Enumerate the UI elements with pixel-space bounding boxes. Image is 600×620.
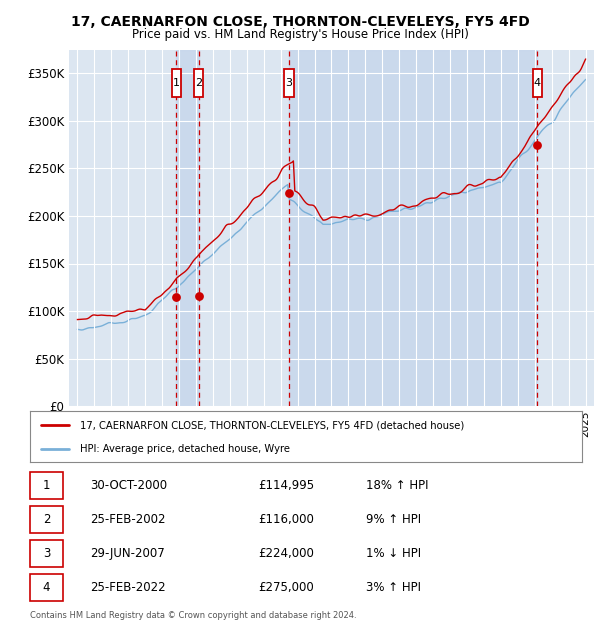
Text: 2: 2 xyxy=(195,78,202,88)
Text: 18% ↑ HPI: 18% ↑ HPI xyxy=(366,479,428,492)
Point xyxy=(172,292,181,302)
Text: £114,995: £114,995 xyxy=(258,479,314,492)
FancyBboxPatch shape xyxy=(533,69,542,97)
Text: 2: 2 xyxy=(43,513,50,526)
Text: 3: 3 xyxy=(43,547,50,560)
Bar xyxy=(289,50,537,406)
FancyBboxPatch shape xyxy=(172,69,181,97)
Text: 30-OCT-2000: 30-OCT-2000 xyxy=(90,479,167,492)
Text: 17, CAERNARFON CLOSE, THORNTON-CLEVELEYS, FY5 4FD: 17, CAERNARFON CLOSE, THORNTON-CLEVELEYS… xyxy=(71,16,529,30)
Text: 1: 1 xyxy=(173,78,180,88)
Text: 25-FEB-2002: 25-FEB-2002 xyxy=(90,513,166,526)
Text: Contains HM Land Registry data © Crown copyright and database right 2024.: Contains HM Land Registry data © Crown c… xyxy=(30,611,356,620)
Text: 25-FEB-2022: 25-FEB-2022 xyxy=(90,581,166,594)
Text: Price paid vs. HM Land Registry's House Price Index (HPI): Price paid vs. HM Land Registry's House … xyxy=(131,28,469,41)
Text: HPI: Average price, detached house, Wyre: HPI: Average price, detached house, Wyre xyxy=(80,444,290,454)
Text: 17, CAERNARFON CLOSE, THORNTON-CLEVELEYS, FY5 4FD (detached house): 17, CAERNARFON CLOSE, THORNTON-CLEVELEYS… xyxy=(80,420,464,430)
Text: 3: 3 xyxy=(286,78,292,88)
FancyBboxPatch shape xyxy=(284,69,293,97)
Text: £224,000: £224,000 xyxy=(258,547,314,560)
Text: 1: 1 xyxy=(43,479,50,492)
Text: 3% ↑ HPI: 3% ↑ HPI xyxy=(366,581,421,594)
Text: 29-JUN-2007: 29-JUN-2007 xyxy=(90,547,165,560)
Point xyxy=(532,140,542,149)
FancyBboxPatch shape xyxy=(194,69,203,97)
Text: £275,000: £275,000 xyxy=(258,581,314,594)
Point xyxy=(194,291,203,301)
Text: 4: 4 xyxy=(534,78,541,88)
Text: 4: 4 xyxy=(43,581,50,594)
Bar xyxy=(176,50,199,406)
Text: £116,000: £116,000 xyxy=(258,513,314,526)
Text: 1% ↓ HPI: 1% ↓ HPI xyxy=(366,547,421,560)
Text: 9% ↑ HPI: 9% ↑ HPI xyxy=(366,513,421,526)
Point xyxy=(284,188,294,198)
